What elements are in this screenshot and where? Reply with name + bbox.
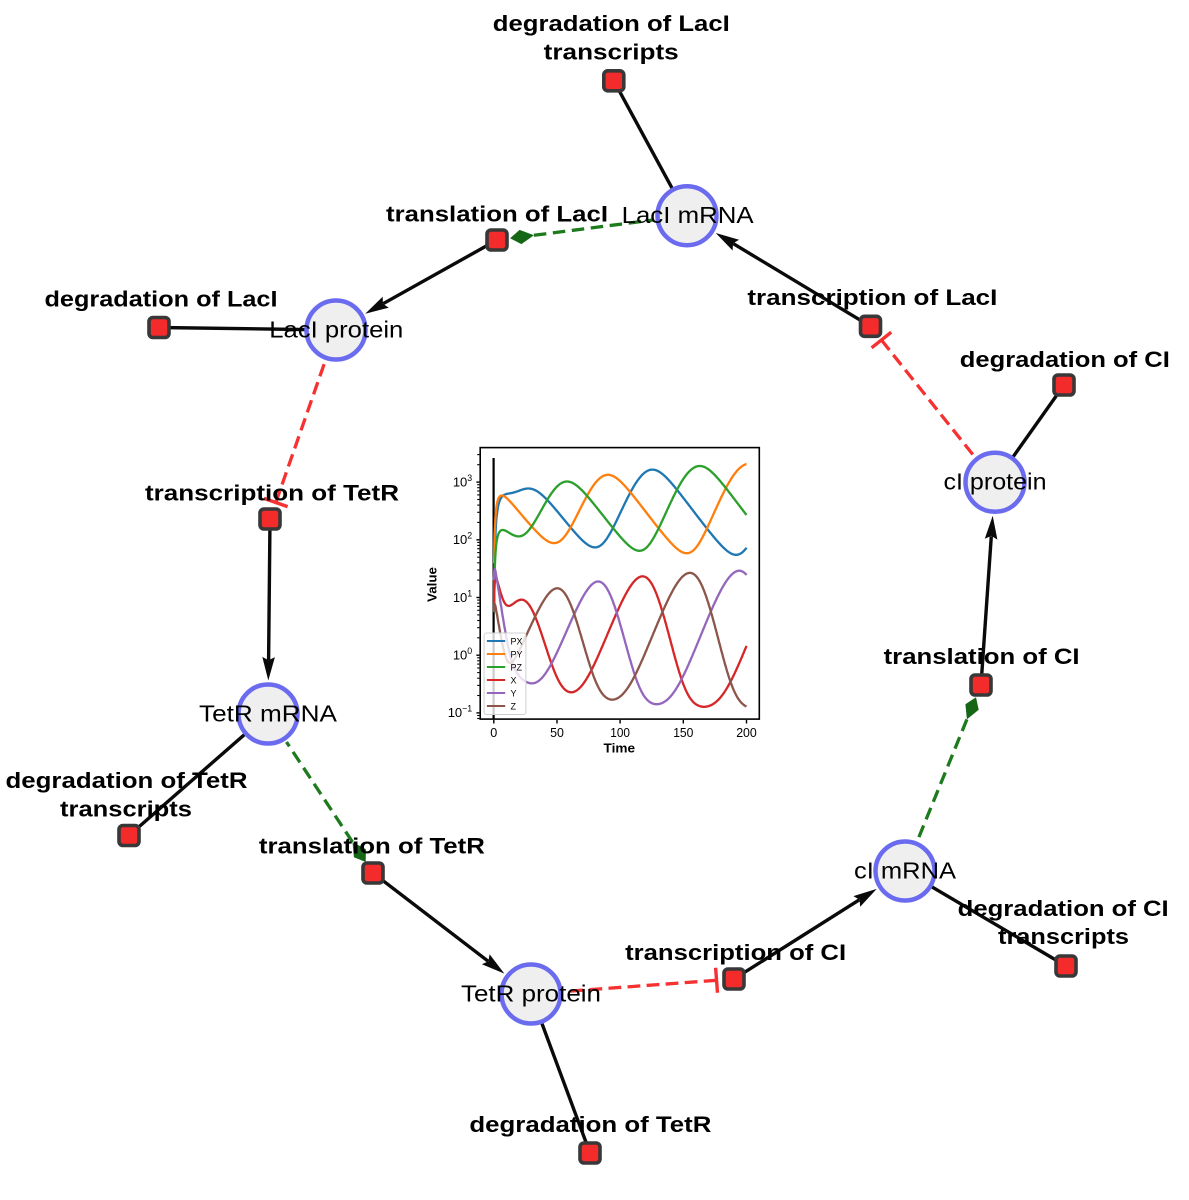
svg-text:Value: Value	[425, 567, 439, 602]
svg-text:Z: Z	[511, 701, 517, 711]
svg-text:transcripts: transcripts	[60, 796, 192, 821]
svg-text:Y: Y	[511, 688, 517, 698]
svg-text:200: 200	[736, 725, 757, 740]
svg-text:TetR protein: TetR protein	[461, 980, 601, 1006]
svg-text:LacI protein: LacI protein	[269, 316, 403, 342]
svg-text:translation of CI: translation of CI	[884, 644, 1080, 669]
svg-text:cI mRNA: cI mRNA	[854, 857, 957, 883]
svg-text:PZ: PZ	[511, 662, 523, 672]
svg-text:degradation of CI: degradation of CI	[958, 896, 1169, 921]
svg-text:150: 150	[673, 725, 693, 740]
svg-text:X: X	[511, 675, 517, 685]
svg-text:transcription of TetR: transcription of TetR	[145, 481, 399, 506]
svg-text:transcription of CI: transcription of CI	[625, 940, 846, 965]
svg-text:degradation of CI: degradation of CI	[960, 347, 1170, 372]
svg-text:100: 100	[610, 725, 630, 740]
svg-text:PY: PY	[511, 649, 523, 659]
svg-text:transcripts: transcripts	[998, 924, 1129, 949]
svg-text:cI protein: cI protein	[944, 469, 1047, 495]
svg-text:degradation of LacI: degradation of LacI	[45, 286, 278, 311]
svg-text:transcripts: transcripts	[544, 39, 679, 64]
svg-text:PX: PX	[511, 636, 523, 646]
svg-text:50: 50	[550, 725, 564, 740]
svg-text:transcription of LacI: transcription of LacI	[747, 285, 997, 310]
svg-text:degradation of TetR: degradation of TetR	[469, 1112, 711, 1137]
svg-text:translation of LacI: translation of LacI	[386, 201, 608, 226]
svg-text:TetR mRNA: TetR mRNA	[199, 700, 338, 726]
svg-text:degradation of LacI: degradation of LacI	[493, 11, 730, 36]
svg-text:LacI mRNA: LacI mRNA	[622, 202, 755, 228]
svg-text:translation of TetR: translation of TetR	[259, 834, 485, 859]
svg-text:degradation of TetR: degradation of TetR	[6, 768, 248, 793]
svg-text:0: 0	[490, 725, 497, 740]
svg-text:Time: Time	[604, 741, 636, 755]
